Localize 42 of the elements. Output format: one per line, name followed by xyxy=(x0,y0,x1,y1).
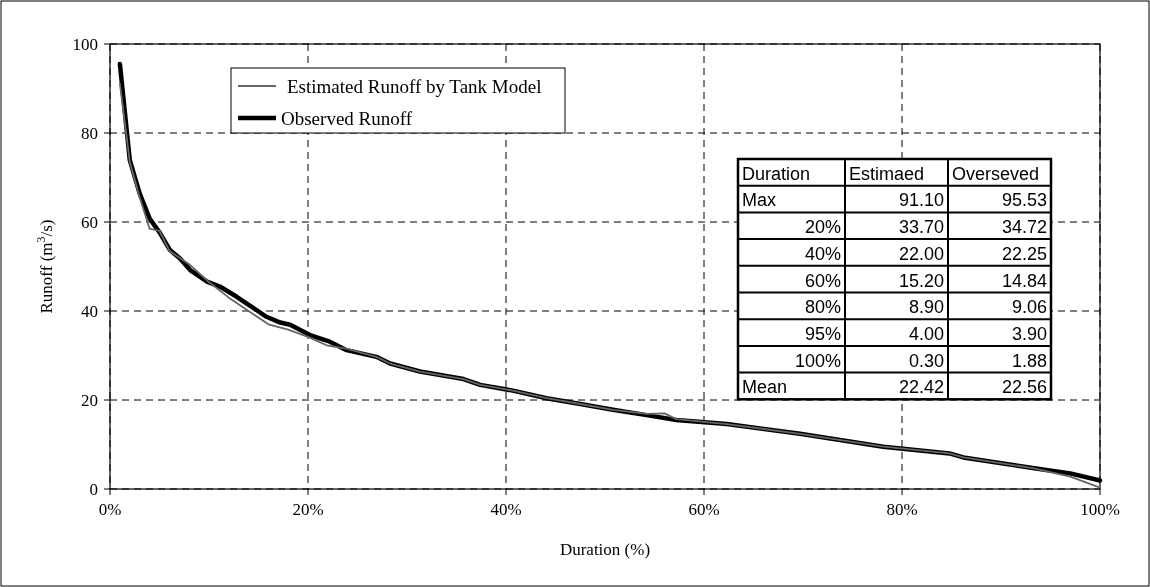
annotation: 4.00 xyxy=(908,323,944,344)
y-tick-label: 100 xyxy=(72,34,98,54)
x-tick-label: 100% xyxy=(1080,500,1120,519)
x-tick-label: 80% xyxy=(886,500,918,519)
annotation: 22.00 xyxy=(898,243,944,264)
y-tick-label: 40 xyxy=(81,301,98,321)
annotation: Max xyxy=(742,190,777,211)
annotation: Overseved xyxy=(952,163,1040,184)
annotation: 60% xyxy=(804,270,841,291)
annotation: 0.30 xyxy=(908,350,944,371)
annotation: 1.88 xyxy=(1011,350,1047,371)
legend-label: Estimated Runoff by Tank Model xyxy=(287,75,542,97)
annotation: 95% xyxy=(804,323,841,344)
annotation: 91.10 xyxy=(898,190,944,211)
annotation: 14.84 xyxy=(1001,270,1047,291)
annotation: 33.70 xyxy=(898,217,944,238)
annotation: 80% xyxy=(804,297,841,318)
x-tick-label: 40% xyxy=(490,500,522,519)
y-tick-label: 60 xyxy=(81,212,98,232)
x-axis-title: Duration (%) xyxy=(559,540,651,559)
annotation: Mean xyxy=(742,377,788,398)
annotation: 9.06 xyxy=(1011,297,1047,318)
y-tick-label: 80 xyxy=(81,123,98,143)
y-tick-label: 0 xyxy=(89,479,98,499)
annotation: 22.42 xyxy=(898,377,944,398)
y-tick-label: 20 xyxy=(81,390,98,410)
annotation: 100% xyxy=(794,350,841,371)
x-tick-label: 20% xyxy=(292,500,324,519)
x-tick-label: 0% xyxy=(98,500,122,519)
legend-label: Observed Runoff xyxy=(281,107,413,129)
annotation: 95.53 xyxy=(1001,190,1047,211)
annotation: 34.72 xyxy=(1001,217,1047,238)
annotation: Duration xyxy=(742,163,811,184)
annotation: 22.56 xyxy=(1001,377,1047,398)
annotation: 3.90 xyxy=(1011,323,1047,344)
annotation: Estimaed xyxy=(849,163,925,184)
annotation: 15.20 xyxy=(898,270,944,291)
annotation: 40% xyxy=(804,243,841,264)
annotation: 8.90 xyxy=(908,297,944,318)
annotation: 22.25 xyxy=(1001,243,1047,264)
x-tick-label: 60% xyxy=(688,500,720,519)
annotation: 20% xyxy=(804,217,841,238)
